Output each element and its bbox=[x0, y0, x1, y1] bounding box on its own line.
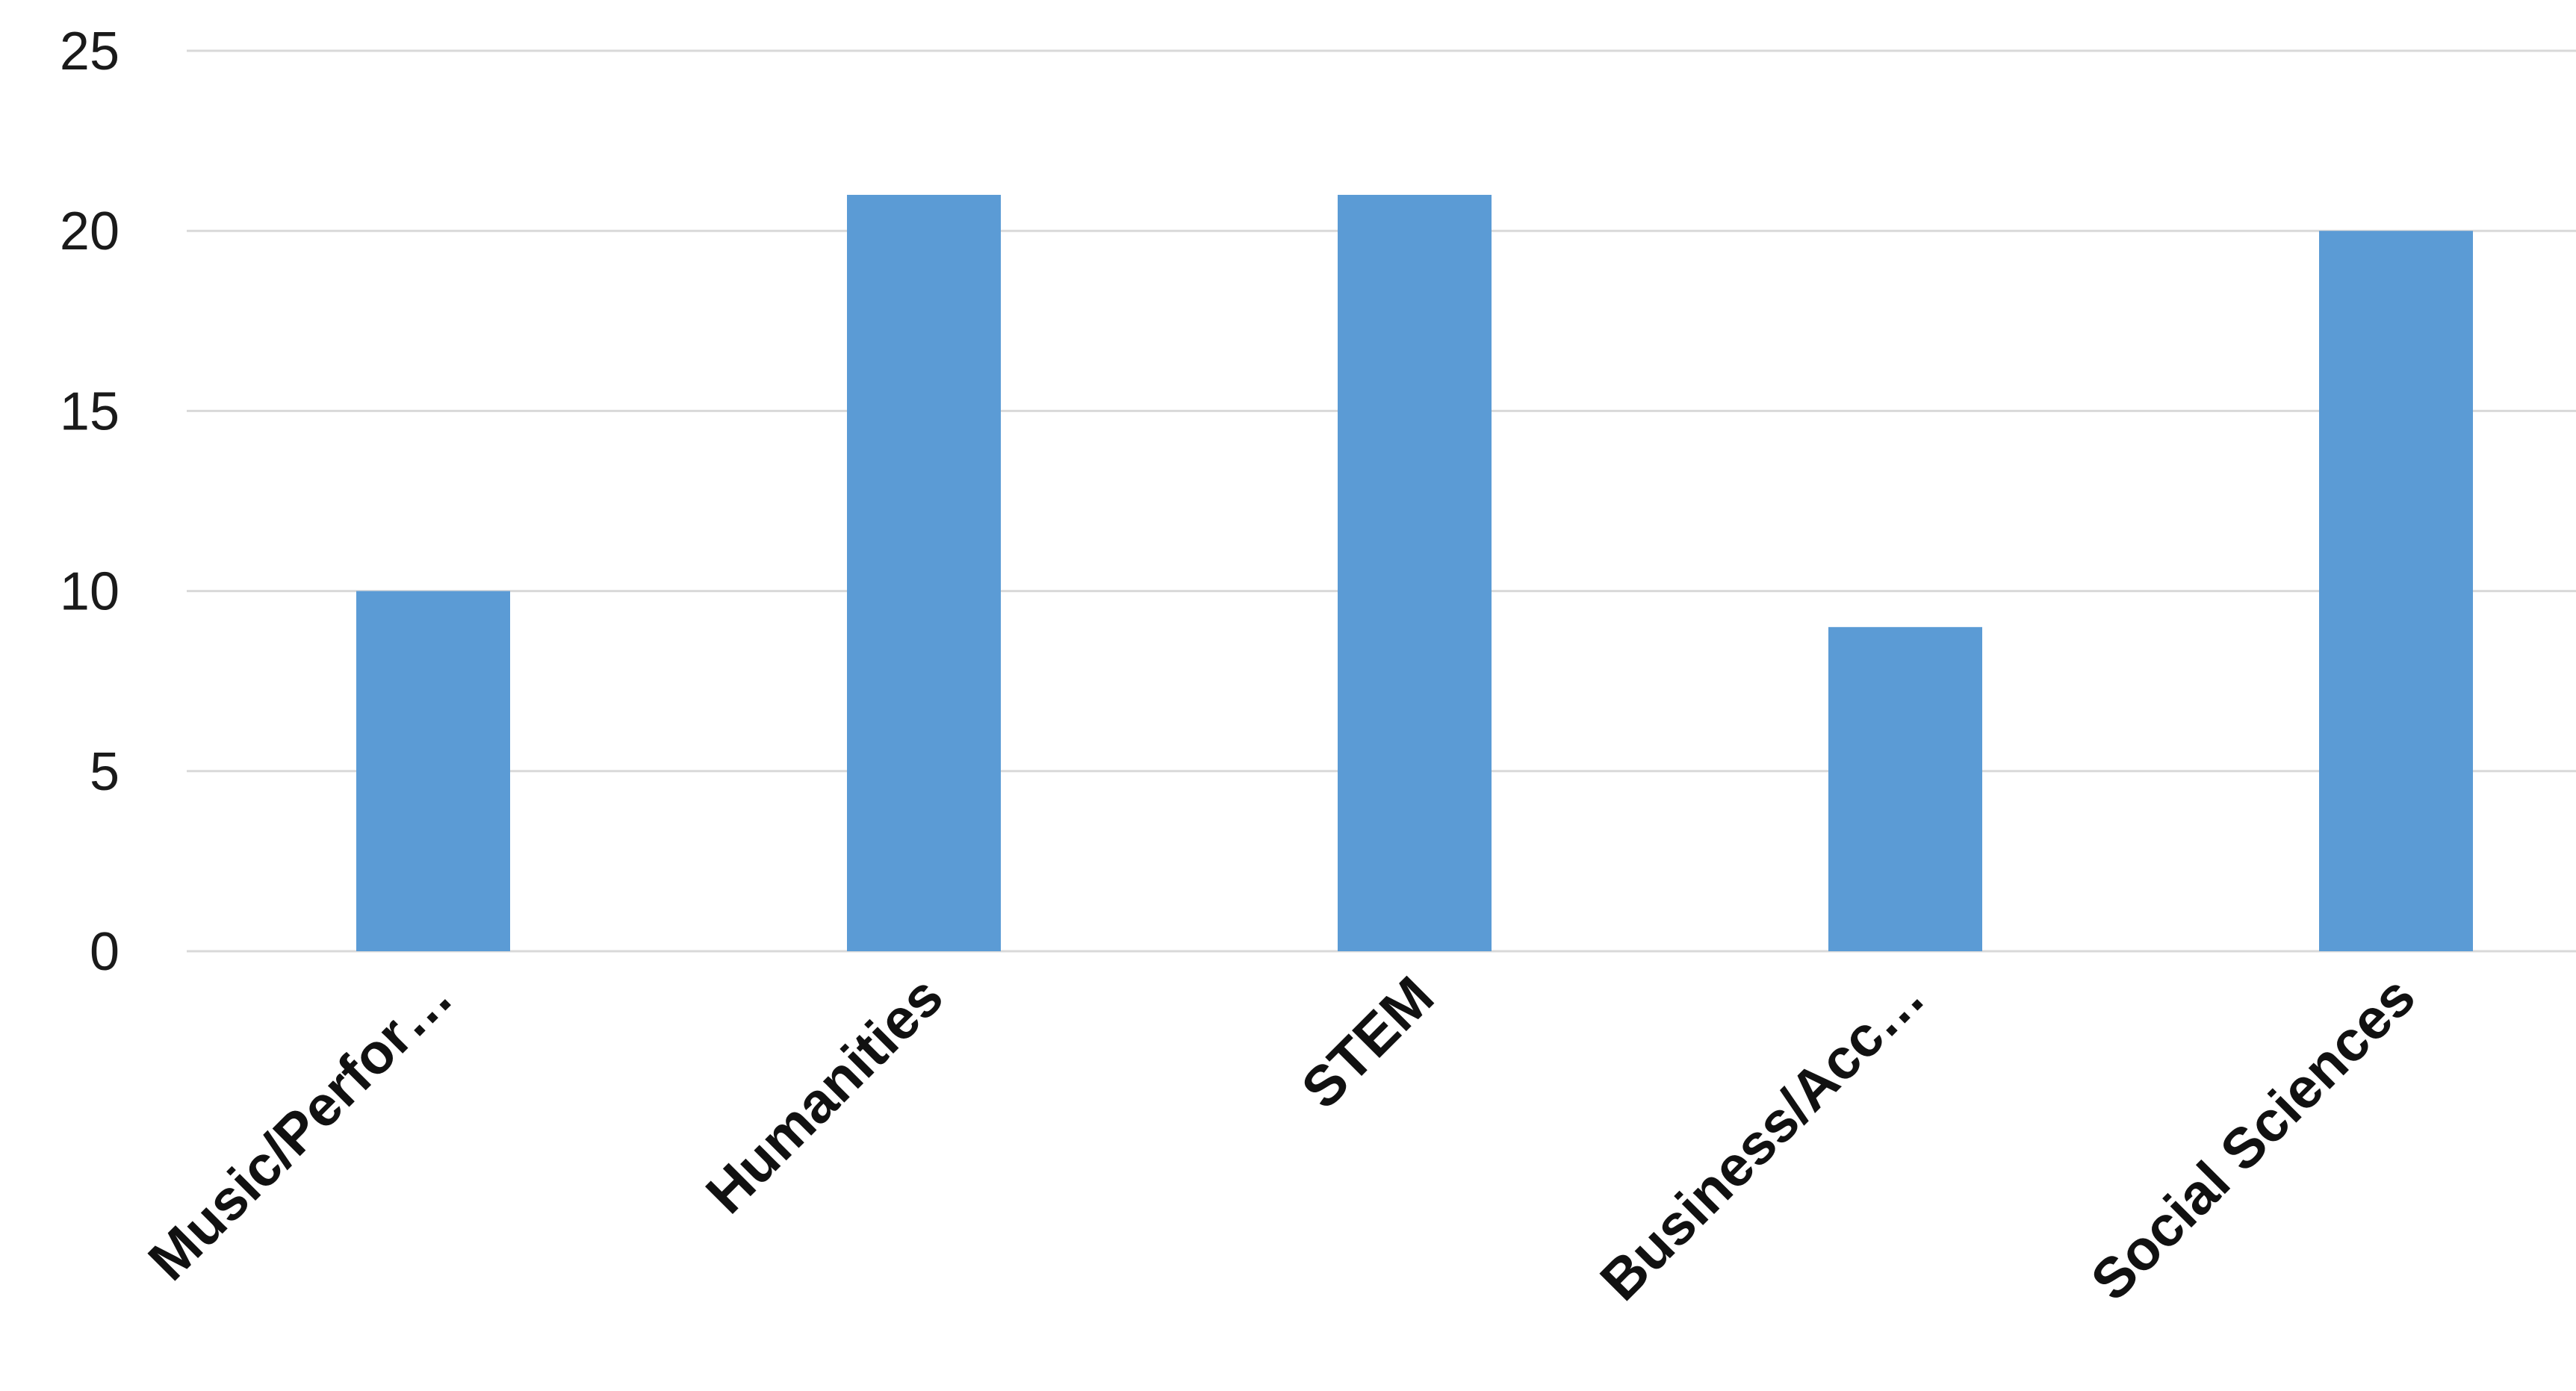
x-category-label: Humanities bbox=[694, 965, 955, 1226]
bar bbox=[356, 591, 510, 951]
bar bbox=[1338, 194, 1492, 952]
y-tick-label: 20 bbox=[60, 202, 120, 261]
y-tick-label: 0 bbox=[90, 922, 120, 982]
y-tick-label: 5 bbox=[90, 742, 120, 802]
y-axis-tick-labels: 0 5 10 15 20 25 bbox=[60, 22, 120, 982]
bar bbox=[847, 194, 1001, 952]
y-tick-label: 25 bbox=[60, 22, 120, 81]
x-category-label: STEM bbox=[1290, 965, 1446, 1121]
x-category-label: Business/Acc… bbox=[1589, 965, 1937, 1313]
x-axis-category-labels: Music/Perfor… Humanities STEM Business/Acc…… bbox=[137, 965, 2427, 1313]
y-tick-label: 15 bbox=[60, 382, 120, 441]
bar bbox=[2319, 231, 2473, 951]
bar bbox=[1828, 626, 1982, 951]
bars bbox=[356, 194, 2473, 952]
y-tick-label: 10 bbox=[60, 562, 120, 622]
x-category-label: Music/Perfor… bbox=[137, 965, 465, 1292]
x-category-label: Social Sciences bbox=[2079, 965, 2427, 1313]
